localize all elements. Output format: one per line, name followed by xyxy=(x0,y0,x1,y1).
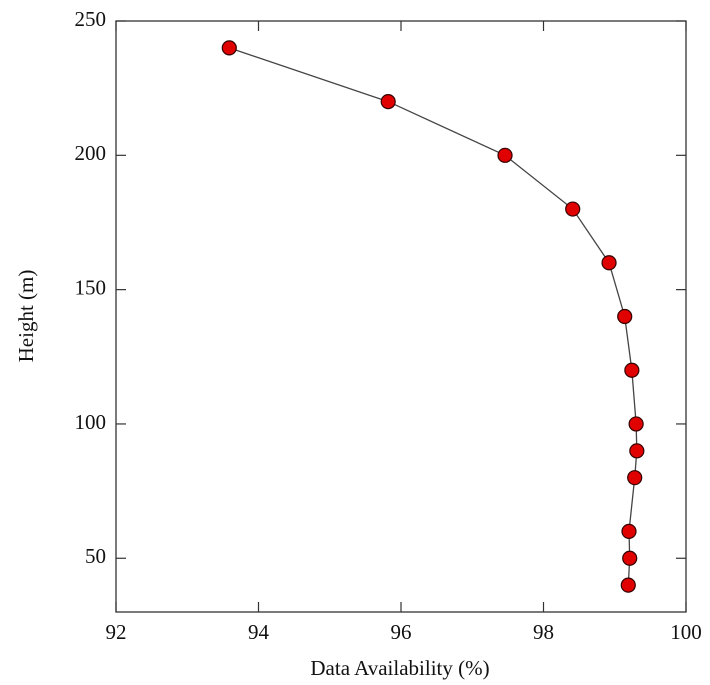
marker xyxy=(601,255,617,271)
marker xyxy=(624,362,640,378)
y-tick-label: 50 xyxy=(85,544,106,568)
y-tick-label: 100 xyxy=(75,410,107,434)
x-tick-label: 100 xyxy=(670,620,702,644)
y-tick-label: 200 xyxy=(75,141,107,165)
x-tick-label: 92 xyxy=(106,620,127,644)
line xyxy=(229,47,638,586)
x-tick-label: 94 xyxy=(248,620,270,644)
x-tick-label: 96 xyxy=(391,620,412,644)
marker xyxy=(620,577,636,593)
marker xyxy=(627,470,643,486)
y-tick-label: 150 xyxy=(75,275,107,299)
x-axis-label: Data Availability (%) xyxy=(310,656,489,680)
marker xyxy=(380,93,396,110)
x-tick-label: 98 xyxy=(533,620,554,644)
marker xyxy=(621,523,637,540)
marker xyxy=(497,147,513,163)
marker xyxy=(565,201,581,217)
marker xyxy=(622,550,638,566)
marker xyxy=(628,416,644,432)
marker xyxy=(617,308,633,325)
marker xyxy=(221,40,237,56)
plot-frame xyxy=(115,20,687,613)
y-tick-label: 250 xyxy=(75,7,107,31)
marker xyxy=(629,443,645,459)
y-axis-label: Height (m) xyxy=(14,270,38,363)
